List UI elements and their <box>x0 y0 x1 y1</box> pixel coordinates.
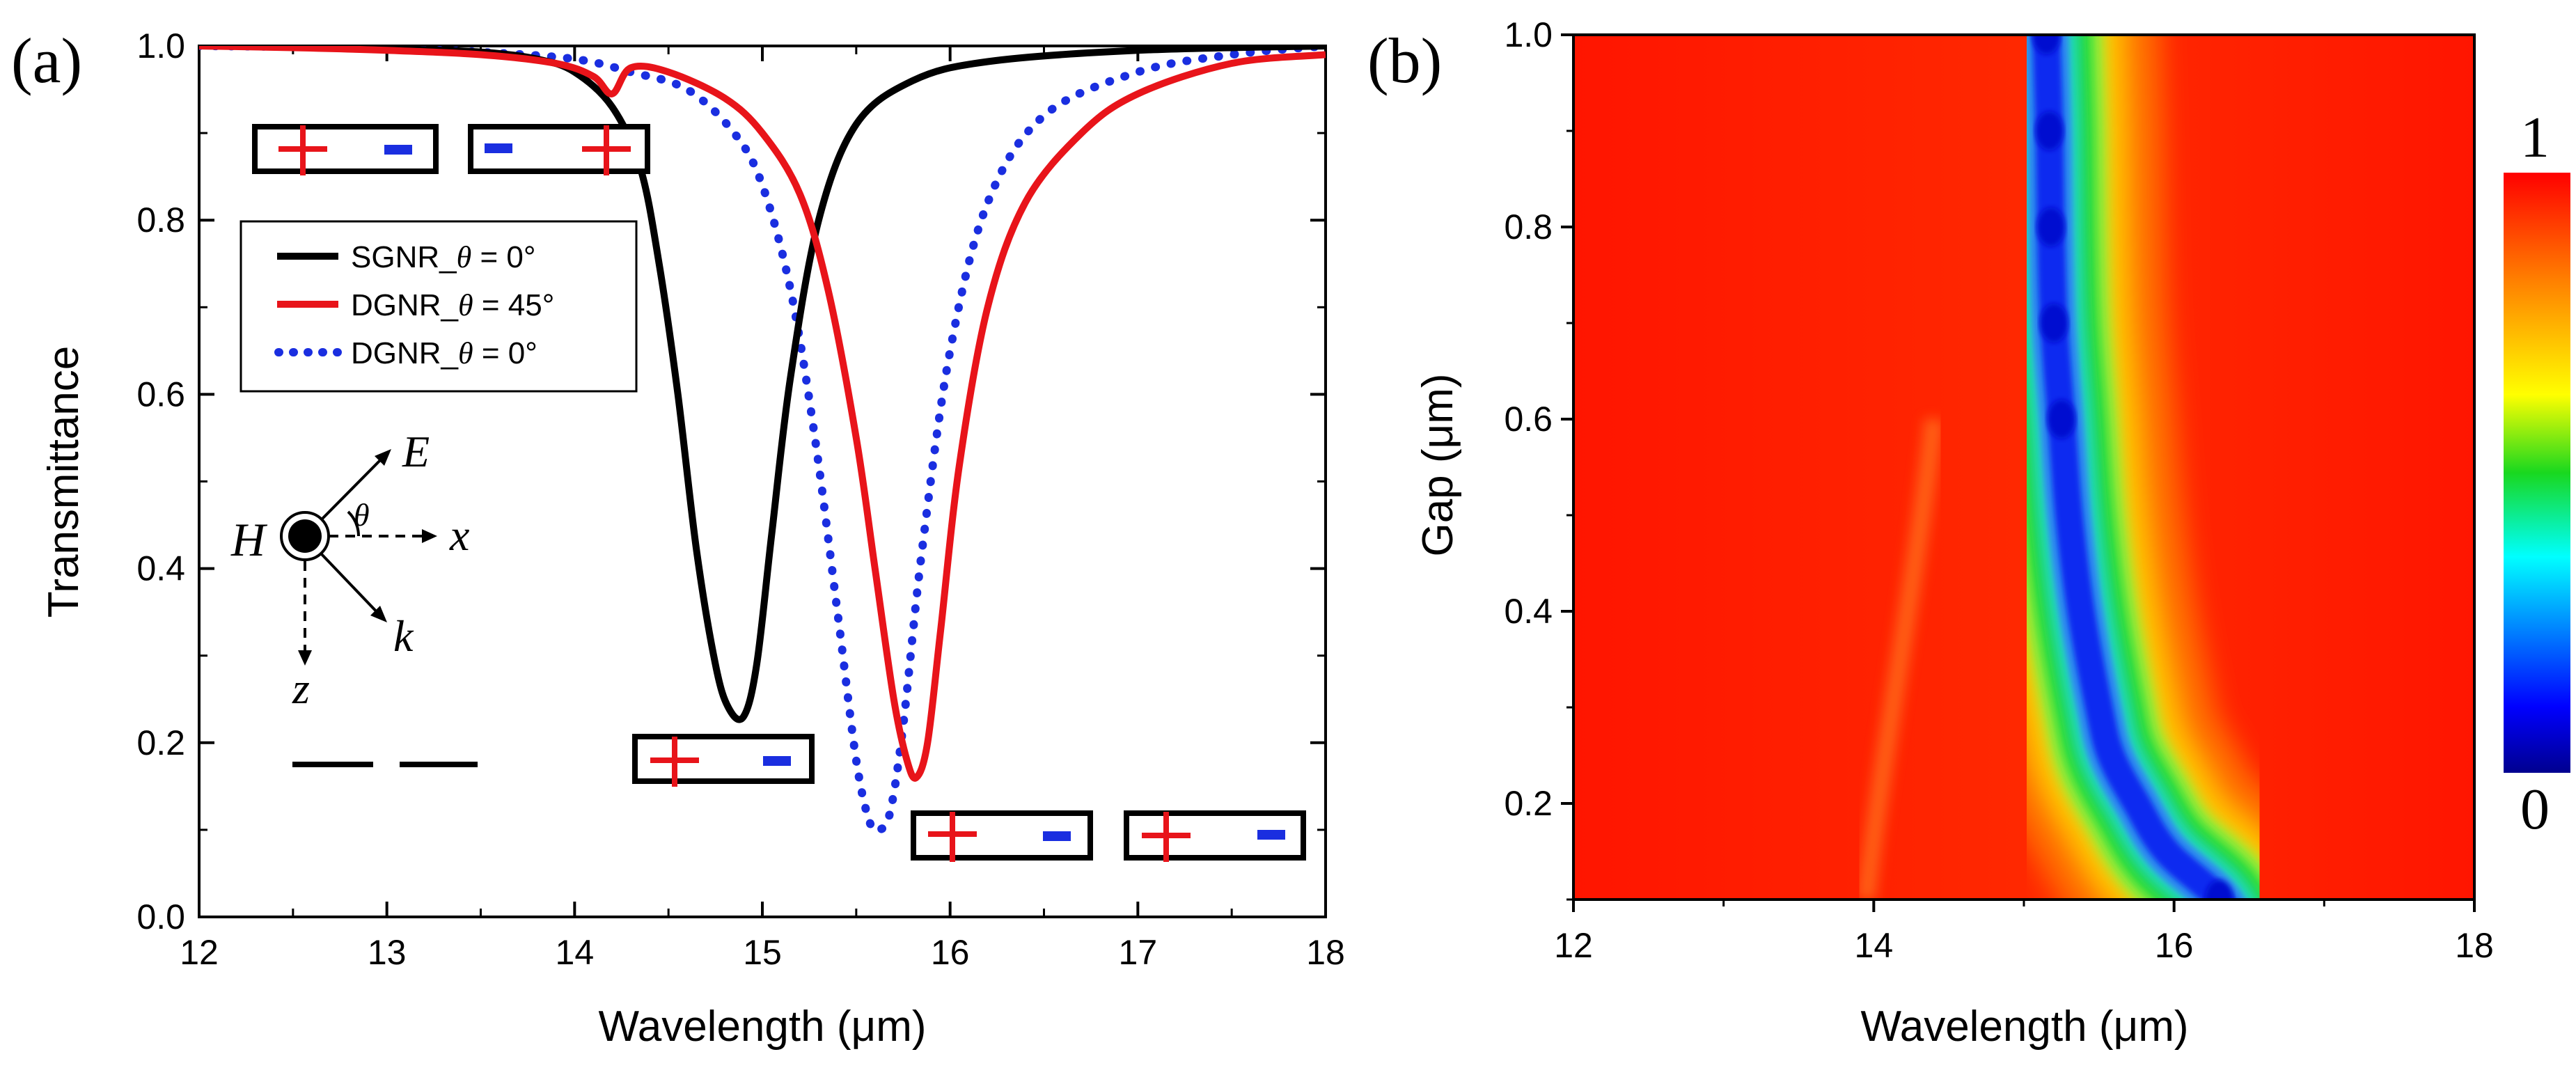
field-label-theta: θ <box>354 497 370 533</box>
colorbar-gradient <box>2504 173 2570 773</box>
panel-a-x-ticks: 12 13 14 15 16 17 18 <box>180 46 1345 972</box>
panel-a-series-group <box>199 46 1326 835</box>
ridge-band-blue <box>2032 35 2236 900</box>
field-label-k: k <box>393 611 414 661</box>
heatmap-minimum-spot <box>2040 304 2068 343</box>
heatmap-minimum-spot <box>2035 111 2064 150</box>
field-label-e: E <box>402 427 430 476</box>
panel-b-x-tick-label: 14 <box>1855 926 1894 965</box>
legend-label-dgnr-45: DGNR_θ = 45° <box>351 288 554 322</box>
panel-a-line-chart: (a) 12 13 14 15 16 17 18 0.0 0.2 0.4 0.6 0.8 1.0 Wa… <box>11 25 1345 1051</box>
panel-a-x-tick-label: 15 <box>743 933 782 972</box>
field-label-x: x <box>449 510 469 560</box>
panel-a-y-tick-label: 0.4 <box>136 549 185 588</box>
panel-a-y-tick-label: 0.6 <box>136 375 185 414</box>
panel-a-x-tick-label: 17 <box>1119 933 1158 972</box>
heatmap-minimum-spot <box>2047 400 2075 439</box>
panel-b-y-tick-label: 0.8 <box>1504 207 1553 246</box>
panel-b-x-axis-label: Wavelength (μm) <box>1861 1003 2189 1051</box>
panel-b-y-tick-label: 0.6 <box>1504 400 1553 439</box>
ribbon-schematic-bottom-1 <box>911 810 1093 862</box>
ribbon-schematic-top-left-2 <box>468 124 650 175</box>
panel-a-x-tick-label: 18 <box>1306 933 1345 972</box>
ribbon-schematic-bottom-2 <box>1124 810 1306 862</box>
panel-b-y-axis-label: Gap (μm) <box>1414 373 1462 556</box>
ribbon-schematic-sgnr <box>632 734 815 787</box>
legend-label-dgnr-0: DGNR_θ = 0° <box>351 336 537 370</box>
colorbar-min-label: 0 <box>2520 777 2550 842</box>
panel-a-legend: SGNR_θ = 0° DGNR_θ = 45° DGNR_θ = 0° <box>239 220 638 393</box>
panel-a-y-axis-label: Transmittance <box>40 346 88 618</box>
series-line-dgnr-theta-45 <box>199 46 1326 782</box>
panel-a-x-tick-label: 13 <box>368 933 407 972</box>
colorbar: 1 0 <box>2504 105 2570 842</box>
panel-b-y-ticks: 0.2 0.4 0.6 0.8 1.0 <box>1504 15 1573 901</box>
field-orientation-diagram: H E θ x k z <box>230 427 478 767</box>
heatmap-secondary-streak <box>1857 418 1943 900</box>
panel-b-x-tick-label: 16 <box>2155 926 2194 965</box>
field-label-h: H <box>230 513 268 566</box>
heatmap-field <box>1573 35 2474 900</box>
panel-b-label: (b) <box>1367 25 1442 96</box>
panel-a-label: (a) <box>11 25 82 96</box>
panel-a-y-tick-label: 0.8 <box>136 201 185 239</box>
panel-a-y-tick-label: 1.0 <box>136 26 185 65</box>
panel-b-y-tick-label: 1.0 <box>1504 15 1553 54</box>
heatmap-minimum-spot <box>2032 35 2061 54</box>
panel-a-x-tick-label: 14 <box>556 933 595 972</box>
panel-a-y-tick-label: 0.0 <box>136 897 185 936</box>
panel-a-x-tick-label: 16 <box>931 933 970 972</box>
heatmap-resonance-ridge <box>1857 35 2346 900</box>
colorbar-max-label: 1 <box>2520 105 2550 170</box>
field-label-z: z <box>292 663 310 713</box>
panel-b-heatmap: (b) 12 14 16 18 0.2 0.4 0.6 0.8 1.0 Wavelength … <box>1367 15 2570 1051</box>
panel-b-y-tick-label: 0.4 <box>1504 592 1553 631</box>
panel-b-x-tick-label: 18 <box>2455 926 2494 965</box>
panel-a-x-tick-label: 12 <box>180 933 219 972</box>
heatmap-minimum-spot <box>2036 207 2065 246</box>
panel-a-y-tick-label: 0.2 <box>136 723 185 762</box>
legend-label-sgnr: SGNR_θ = 0° <box>351 240 535 274</box>
panel-b-y-tick-label: 0.2 <box>1504 784 1553 823</box>
heatmap-minimum-spot <box>2205 880 2233 900</box>
ribbon-schematic-top-left-1 <box>252 124 439 175</box>
panel-a-x-axis-label: Wavelength (μm) <box>599 1003 927 1051</box>
series-line-dgnr-theta-0 <box>199 46 1326 835</box>
panel-b-x-ticks: 12 14 16 18 <box>1554 900 2494 965</box>
panel-b-x-tick-label: 12 <box>1554 926 1593 965</box>
